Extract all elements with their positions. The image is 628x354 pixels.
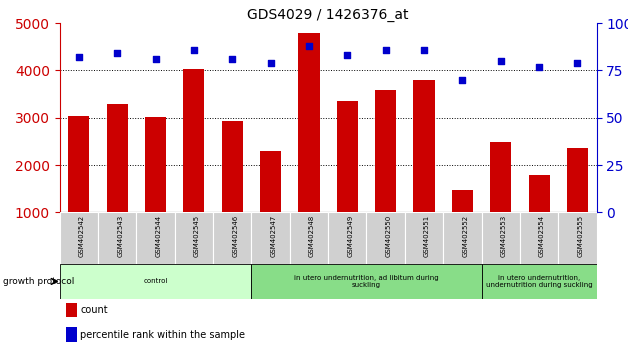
Text: GSM402548: GSM402548 xyxy=(309,215,315,257)
Bar xyxy=(298,33,320,212)
Bar xyxy=(452,190,473,212)
Point xyxy=(457,77,467,83)
Text: in utero undernutrition,
undernutrition during suckling: in utero undernutrition, undernutrition … xyxy=(486,275,592,288)
Text: control: control xyxy=(143,279,168,284)
Bar xyxy=(145,117,166,212)
Bar xyxy=(375,90,396,212)
Text: GSM402551: GSM402551 xyxy=(424,215,430,257)
Bar xyxy=(567,148,588,212)
Text: GSM402549: GSM402549 xyxy=(347,215,354,257)
Bar xyxy=(367,212,405,264)
Point xyxy=(112,51,122,56)
Bar xyxy=(520,212,558,264)
Point xyxy=(342,52,352,58)
Text: GSM402552: GSM402552 xyxy=(462,215,468,257)
Bar xyxy=(482,264,597,299)
Bar xyxy=(405,212,443,264)
Point xyxy=(189,47,199,52)
Bar xyxy=(60,264,251,299)
Bar xyxy=(443,212,482,264)
Bar xyxy=(107,104,127,212)
Bar xyxy=(183,69,205,212)
Point xyxy=(266,60,276,65)
Text: GSM402555: GSM402555 xyxy=(577,215,583,257)
Bar xyxy=(213,212,251,264)
Text: GSM402554: GSM402554 xyxy=(539,215,545,257)
Bar xyxy=(222,121,243,212)
Point xyxy=(381,47,391,52)
Point xyxy=(534,64,544,69)
Bar xyxy=(337,101,358,212)
Text: count: count xyxy=(80,305,108,315)
Bar xyxy=(413,80,435,212)
Bar xyxy=(98,212,136,264)
Bar xyxy=(482,212,520,264)
Point xyxy=(495,58,506,64)
Text: GSM402547: GSM402547 xyxy=(271,215,276,257)
Bar xyxy=(251,212,290,264)
Bar xyxy=(490,142,511,212)
Text: in utero undernutrition, ad libitum during
suckling: in utero undernutrition, ad libitum duri… xyxy=(294,275,439,288)
Bar xyxy=(290,212,328,264)
Text: GSM402544: GSM402544 xyxy=(156,215,161,257)
Point xyxy=(227,56,237,62)
Text: GSM402550: GSM402550 xyxy=(386,215,392,257)
Title: GDS4029 / 1426376_at: GDS4029 / 1426376_at xyxy=(247,8,409,22)
Point xyxy=(74,54,84,60)
Text: GSM402546: GSM402546 xyxy=(232,215,238,257)
Bar xyxy=(251,264,482,299)
Text: GSM402545: GSM402545 xyxy=(194,215,200,257)
Text: percentile rank within the sample: percentile rank within the sample xyxy=(80,330,246,339)
Point xyxy=(419,47,429,52)
Point xyxy=(304,43,314,48)
Point xyxy=(151,56,161,62)
Bar xyxy=(68,116,89,212)
Text: growth protocol: growth protocol xyxy=(3,277,75,286)
Text: GSM402543: GSM402543 xyxy=(117,215,123,257)
Text: GSM402542: GSM402542 xyxy=(79,215,85,257)
Bar xyxy=(260,151,281,212)
Bar xyxy=(328,212,367,264)
Bar xyxy=(175,212,213,264)
Bar xyxy=(136,212,175,264)
Bar xyxy=(60,212,98,264)
Text: GSM402553: GSM402553 xyxy=(501,215,507,257)
Bar xyxy=(558,212,597,264)
Point xyxy=(572,60,582,65)
Bar xyxy=(529,175,550,212)
